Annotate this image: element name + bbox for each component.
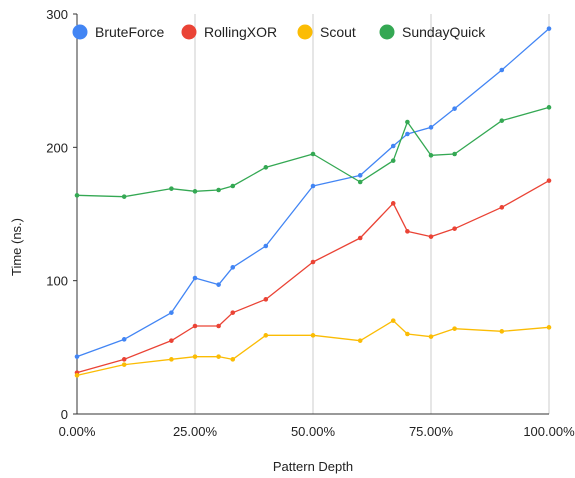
legend-label-bruteforce: BruteForce [95,24,164,40]
data-point-sundayquick [74,193,80,198]
data-point-rollingxor [230,310,236,315]
legend-swatch-bruteforce [72,24,88,40]
legend-label-rollingxor: RollingXOR [204,24,277,40]
data-point-bruteforce [121,337,127,342]
data-point-scout [452,326,457,331]
data-point-scout [230,357,236,362]
data-point-sundayquick [390,158,396,163]
series-scout [74,318,552,378]
data-point-scout [499,329,505,334]
x-tick-label: 75.00% [409,424,454,439]
legend-swatch-sundayquick [379,24,395,40]
data-point-rollingxor [428,234,434,239]
data-point-rollingxor [405,229,410,234]
legend-item-rollingxor: RollingXOR [181,24,277,40]
data-point-rollingxor [499,205,505,210]
data-point-bruteforce [546,26,552,31]
legend-label-sundayquick: SundayQuick [402,24,486,40]
data-point-sundayquick [192,189,198,194]
y-tick-label: 100 [46,274,68,289]
x-tick-label: 0.00% [59,424,96,439]
data-point-bruteforce [74,354,80,359]
data-point-rollingxor [192,323,198,329]
data-point-bruteforce [192,275,198,281]
data-point-rollingxor [121,357,127,362]
grid-layer [194,14,550,414]
data-point-bruteforce [452,106,457,111]
data-point-bruteforce [310,183,316,189]
legend: BruteForce RollingXOR Scout SundayQuick [72,24,486,40]
data-point-scout [74,373,80,378]
data-point-scout [310,333,316,338]
data-point-bruteforce [390,143,396,149]
y-tick-label: 0 [61,407,68,422]
axis-layer: 0 100 200 300 0.00% 25.00% 50.00% 75.00% 100.00% [46,7,575,439]
data-point-sundayquick [216,187,221,193]
data-point-sundayquick [121,194,127,199]
x-tick-label: 50.00% [291,424,336,439]
data-point-sundayquick [310,151,316,157]
series-bruteforce [74,26,552,359]
data-point-scout [546,325,552,330]
data-point-scout [169,357,174,362]
data-point-bruteforce [216,282,221,287]
series-rollingxor [74,178,552,375]
legend-swatch-rollingxor [181,24,197,40]
data-point-bruteforce [428,125,434,130]
legend-item-sundayquick: SundayQuick [379,24,486,40]
data-point-scout [405,331,410,337]
data-point-bruteforce [263,243,269,249]
legend-item-bruteforce: BruteForce [72,24,164,40]
x-axis-title: Pattern Depth [273,459,353,474]
data-point-bruteforce [230,265,236,270]
data-point-rollingxor [310,259,316,265]
data-point-scout [390,318,396,323]
data-point-sundayquick [428,153,434,158]
data-point-scout [428,334,434,339]
data-point-sundayquick [230,183,236,189]
data-point-bruteforce [405,131,410,137]
data-point-rollingxor [263,297,269,302]
data-point-scout [216,354,221,359]
data-point-sundayquick [499,118,505,123]
data-point-sundayquick [405,119,410,125]
data-point-rollingxor [169,338,174,343]
data-point-rollingxor [216,323,221,329]
data-point-rollingxor [390,201,396,206]
data-point-rollingxor [452,226,457,231]
legend-label-scout: Scout [320,24,356,40]
series-sundayquick [74,105,552,199]
data-point-rollingxor [357,235,363,241]
y-tick-label: 200 [46,140,68,155]
legend-swatch-scout [297,24,313,40]
data-point-sundayquick [452,151,457,157]
data-point-scout [121,362,127,367]
data-point-sundayquick [263,165,269,170]
data-point-scout [357,338,363,343]
x-tick-label: 25.00% [173,424,218,439]
data-point-sundayquick [357,179,363,185]
y-axis-title: Time (ns.) [9,218,24,276]
data-point-sundayquick [546,105,552,110]
legend-item-scout: Scout [297,24,356,40]
data-point-bruteforce [499,67,505,73]
series-layer [74,26,552,378]
data-point-bruteforce [357,173,363,178]
y-tick-label: 300 [46,7,68,22]
data-point-bruteforce [169,310,174,315]
data-point-rollingxor [546,178,552,183]
data-point-scout [192,354,198,359]
data-point-scout [263,333,269,338]
data-point-sundayquick [169,186,174,191]
x-tick-label: 100.00% [523,424,575,439]
